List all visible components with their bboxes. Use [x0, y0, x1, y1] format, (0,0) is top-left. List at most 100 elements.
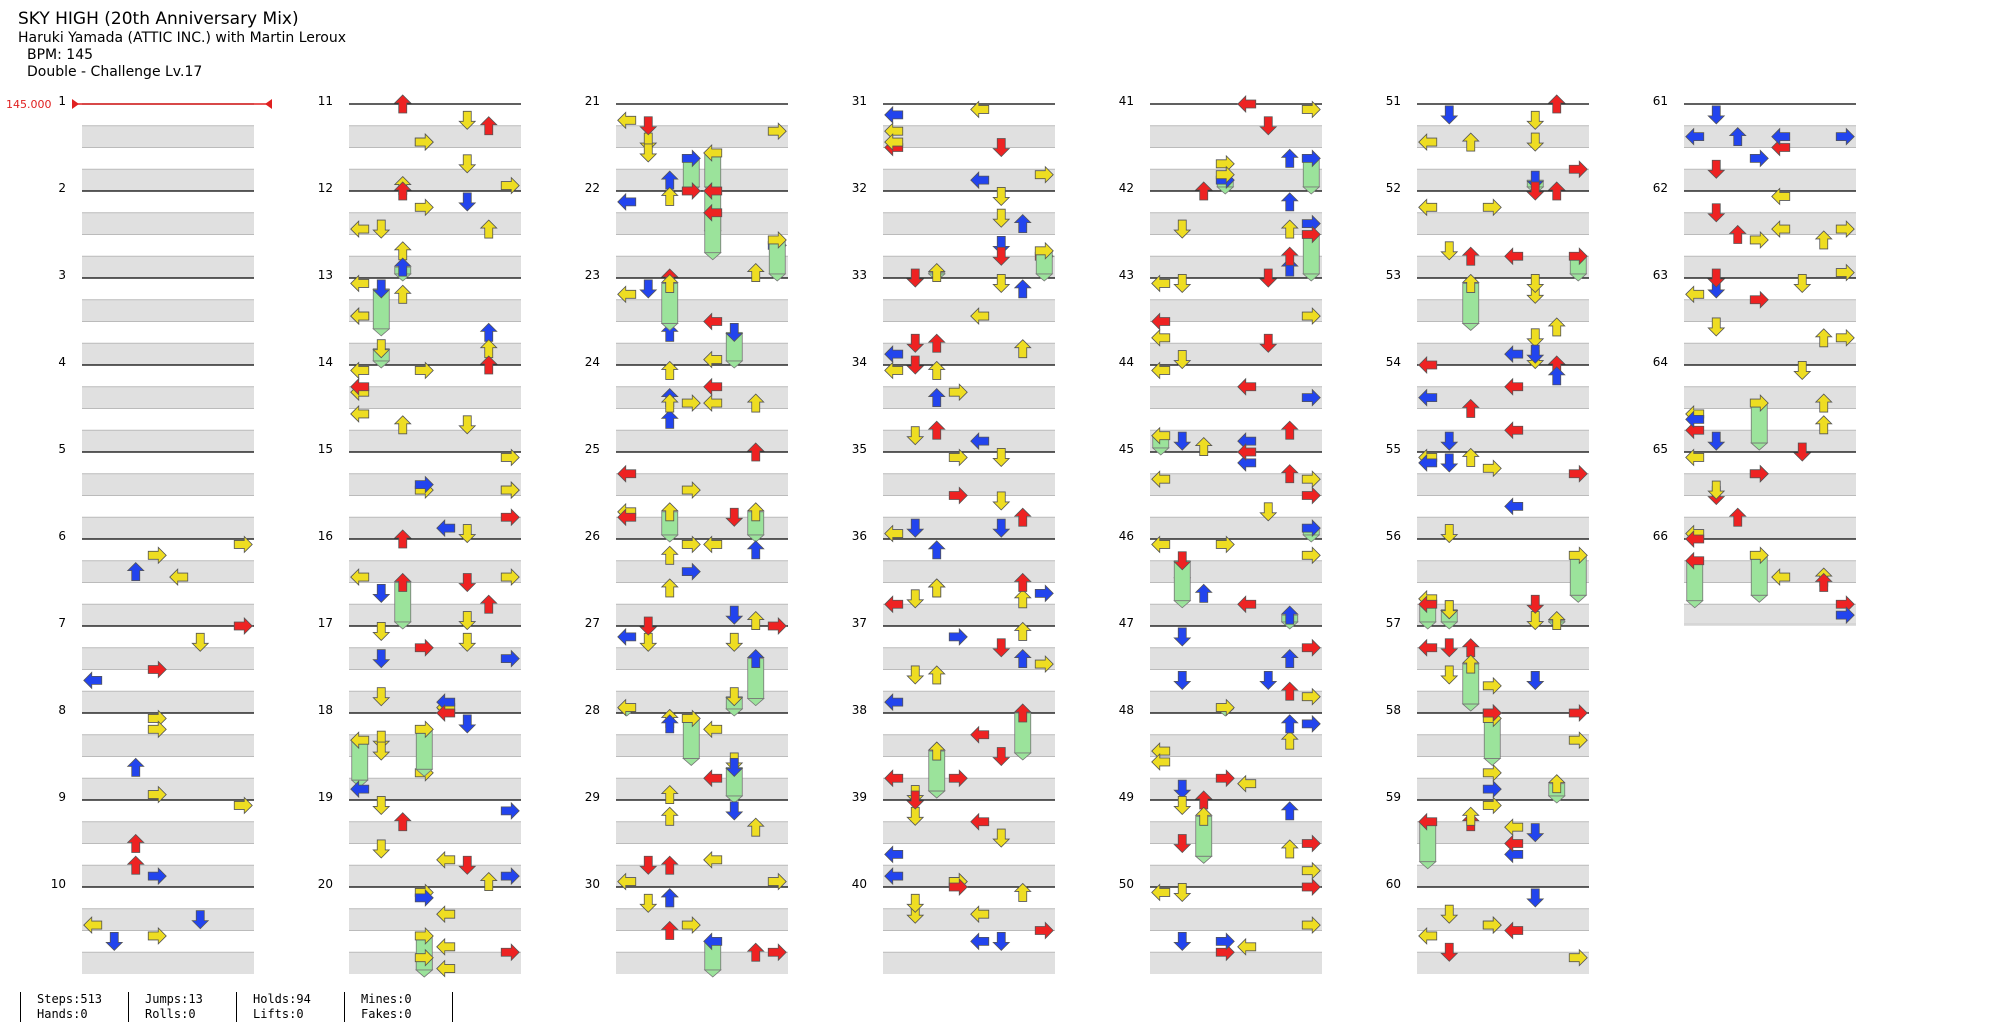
step-arrow — [1707, 480, 1726, 500]
step-arrow — [1835, 127, 1855, 146]
step-arrow — [767, 122, 787, 141]
step-arrow — [1280, 246, 1299, 266]
measure-stripe — [82, 343, 254, 365]
measure-number: 37 — [852, 616, 867, 630]
measure-number: 63 — [1653, 268, 1668, 282]
measure-stripe — [1417, 256, 1589, 278]
step-arrow — [372, 279, 391, 299]
step-arrow — [1301, 225, 1321, 244]
measure-number: 54 — [1386, 355, 1401, 369]
step-arrow — [350, 780, 370, 799]
step-arrow — [703, 535, 723, 554]
step-arrow — [1814, 230, 1833, 250]
measure-stripe — [616, 343, 788, 365]
measure-stripe — [1417, 952, 1589, 974]
measure-number: 3 — [58, 268, 66, 282]
step-arrow — [1749, 149, 1769, 168]
step-arrow — [1034, 241, 1054, 260]
step-arrow — [1440, 105, 1459, 125]
step-arrow — [992, 747, 1011, 767]
measure-stripe — [349, 126, 521, 148]
song-bpm: BPM: 145 — [27, 47, 94, 63]
measure-stripe — [1150, 256, 1322, 278]
measure-number: 29 — [585, 790, 600, 804]
step-arrow — [660, 360, 679, 380]
measure-stripe — [1684, 256, 1856, 278]
step-arrow — [393, 94, 412, 114]
step-arrow — [1259, 116, 1278, 136]
step-arrow — [1771, 568, 1791, 587]
step-arrow — [1749, 546, 1769, 565]
step-arrow — [1685, 410, 1705, 429]
step-arrow — [350, 568, 370, 587]
step-arrow — [1749, 230, 1769, 249]
step-arrow — [1418, 812, 1438, 831]
measure-number: 47 — [1119, 616, 1134, 630]
measure-stripe — [883, 126, 1055, 148]
hold-body — [768, 239, 786, 275]
step-arrow — [660, 186, 679, 206]
step-arrow — [1461, 398, 1480, 418]
hold-tail — [1685, 600, 1704, 609]
step-arrow — [1259, 333, 1278, 353]
step-arrow — [147, 720, 167, 739]
stats-holds-lifts: Holds:94 Lifts:0 — [236, 992, 311, 1022]
step-arrow — [1504, 247, 1524, 266]
step-arrow — [1482, 459, 1502, 478]
step-arrow — [414, 720, 434, 739]
measure-stripe — [82, 256, 254, 278]
step-arrow — [1814, 415, 1833, 435]
step-arrow — [1440, 904, 1459, 924]
measure-stripe — [1417, 126, 1589, 148]
step-arrow — [906, 589, 925, 609]
measure-number: 34 — [852, 355, 867, 369]
step-arrow — [1568, 704, 1588, 722]
measure-number: 6 — [58, 529, 66, 543]
step-arrow — [1280, 801, 1299, 821]
step-arrow — [350, 220, 370, 239]
step-arrow — [1749, 394, 1769, 413]
measure-number: 28 — [585, 703, 600, 717]
measure-stripe — [883, 909, 1055, 931]
measure-stripe — [1417, 517, 1589, 539]
hold-tail — [703, 252, 722, 261]
step-arrow — [1685, 127, 1705, 146]
measure-stripe — [1684, 387, 1856, 409]
step-arrow — [1173, 779, 1192, 799]
measure-stripe — [82, 909, 254, 931]
step-arrow — [1034, 921, 1054, 940]
step-arrow — [414, 198, 434, 217]
step-arrow — [725, 757, 744, 777]
measure-stripe — [349, 865, 521, 887]
song-info: SKY HIGH (20th Anniversary Mix) Haruki Y… — [18, 8, 346, 81]
step-arrow — [1418, 638, 1438, 657]
hold-tail — [703, 969, 722, 978]
step-arrow — [948, 878, 968, 896]
stat-mines: Mines:0 — [361, 992, 412, 1006]
measure-stripe — [616, 561, 788, 583]
hold-tail — [1216, 186, 1235, 195]
step-arrow — [703, 932, 723, 951]
step-arrow — [393, 812, 412, 832]
step-arrow — [458, 714, 477, 734]
step-arrow — [992, 448, 1011, 468]
step-arrow — [1301, 519, 1321, 538]
hold-tail — [725, 795, 744, 804]
measure-number: 5 — [58, 442, 66, 456]
measure-number: 27 — [585, 616, 600, 630]
hold-tail — [1302, 186, 1321, 195]
step-arrow — [1013, 882, 1032, 902]
step-arrow — [992, 274, 1011, 294]
step-arrow — [1259, 268, 1278, 288]
step-arrow — [1835, 328, 1855, 347]
step-arrow — [660, 855, 679, 875]
step-arrow — [233, 535, 253, 554]
step-arrow — [1237, 443, 1257, 461]
hold-body — [1419, 821, 1437, 863]
step-arrow — [681, 182, 701, 200]
measure-stripe — [1417, 213, 1589, 235]
measure-stripe — [82, 430, 254, 452]
measure-number: 52 — [1386, 181, 1401, 195]
step-arrow — [746, 393, 765, 413]
step-arrow — [1547, 610, 1566, 630]
